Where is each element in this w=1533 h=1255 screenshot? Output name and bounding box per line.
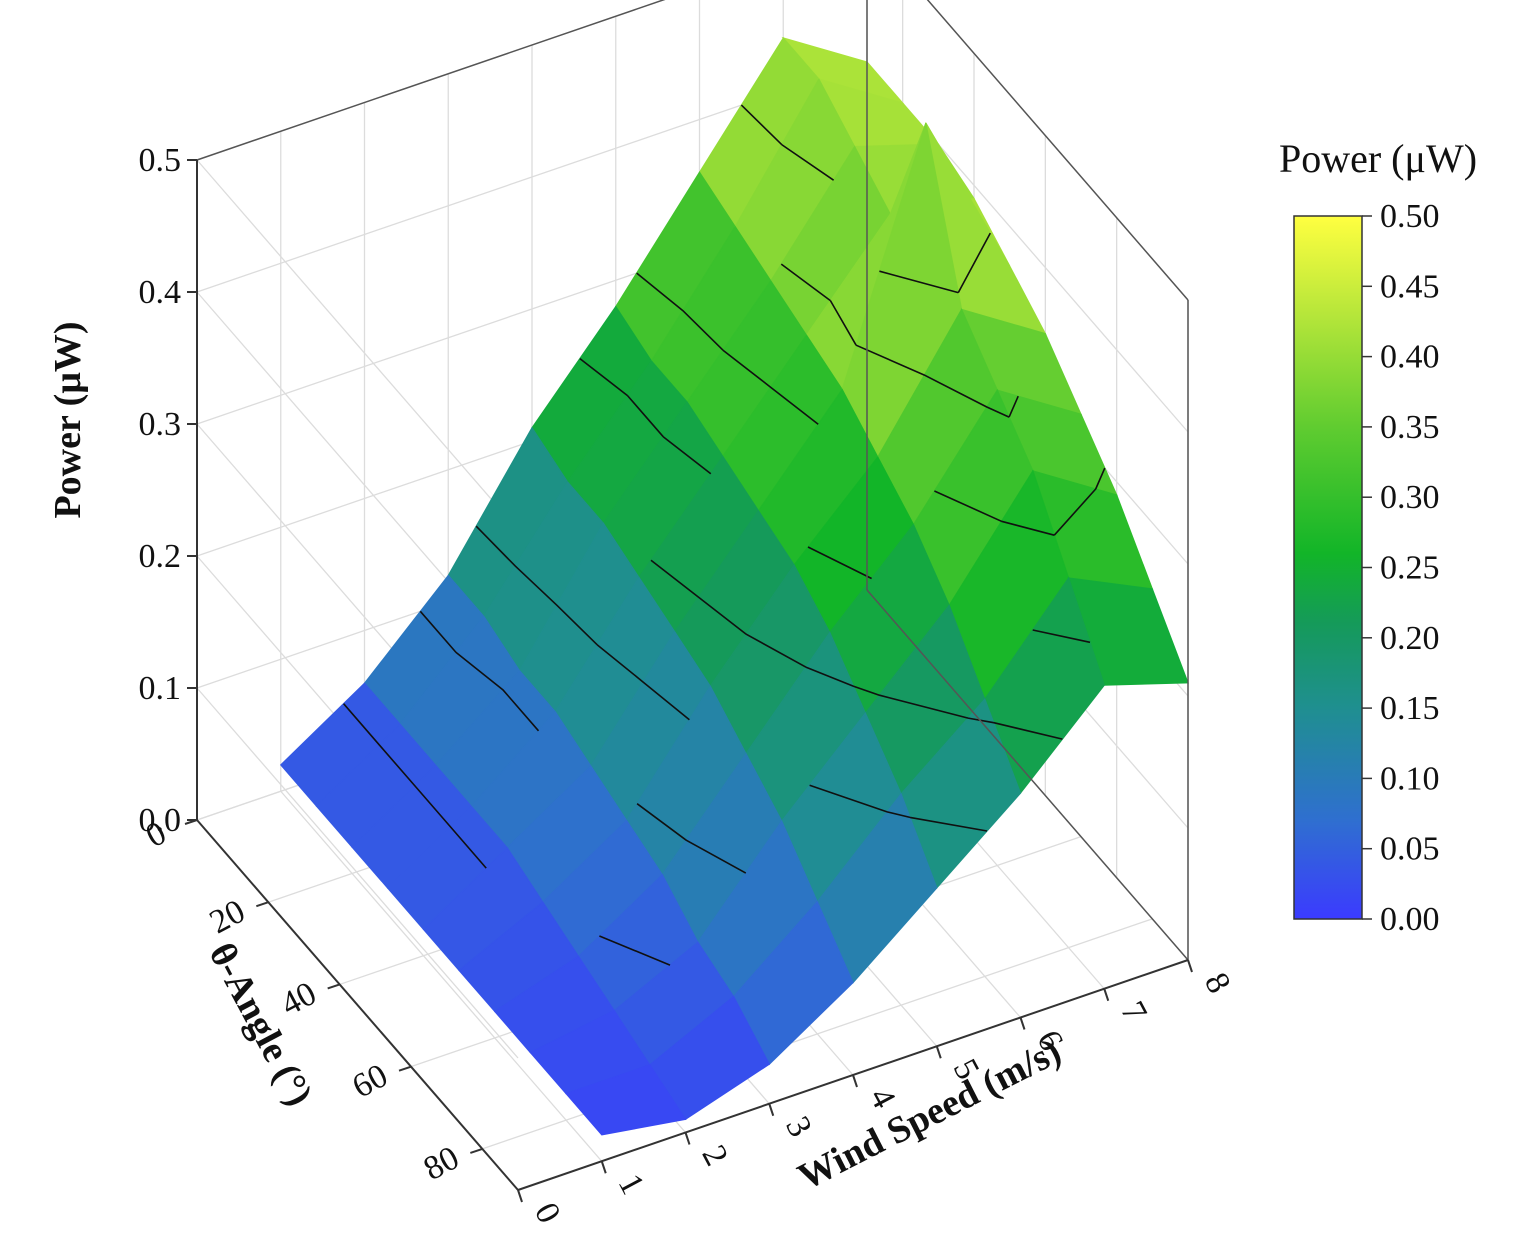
angle-tick-label: 40 — [275, 975, 322, 1024]
colorbar-gradient — [1293, 215, 1363, 920]
tick-mark — [684, 1132, 691, 1145]
contour-line — [342, 703, 671, 966]
power-axis-title: Power (μW) — [47, 321, 89, 518]
colorbar-tick-label: 0.05 — [1380, 831, 1440, 868]
wind-speed-tick-label: 7 — [1113, 996, 1154, 1028]
colorbar-tick-label: 0.25 — [1380, 550, 1440, 587]
tick-mark — [852, 1074, 858, 1088]
axis-frame — [196, 0, 1189, 1191]
angle-tick-label: 80 — [418, 1139, 465, 1188]
box-edge — [926, 0, 1189, 301]
surface-cell — [565, 1064, 687, 1136]
power-tick-label: 0.0 — [139, 802, 182, 839]
tick-mark — [470, 1147, 483, 1154]
grid-line — [196, 687, 519, 1059]
angle-tick-label: 20 — [204, 893, 251, 942]
tick-mark — [935, 1045, 942, 1059]
grid-line — [280, 790, 603, 1162]
tick-mark — [398, 1065, 412, 1072]
contour-line — [419, 610, 747, 874]
tick-mark — [600, 1160, 607, 1174]
tick-mark — [256, 901, 269, 908]
wind-speed-tick-label: 8 — [1197, 967, 1238, 999]
tick-mark — [517, 1189, 523, 1203]
wind-speed-tick-label: 0 — [527, 1197, 568, 1229]
power-axis-ticks: 0.0 0.1 0.2 0.3 0.4 0.5 — [139, 142, 197, 839]
wind-speed-tick-label: 1 — [611, 1168, 652, 1200]
contour-line — [636, 272, 1106, 536]
colorbar-tick-label: 0.15 — [1380, 690, 1440, 727]
tick-mark — [1103, 988, 1110, 1002]
colorbar: Power (μW) 0.000.050.100.150.200.250.300… — [1279, 136, 1477, 938]
power-tick-label: 0.3 — [139, 406, 182, 443]
colorbar-tick-label: 0.00 — [1380, 901, 1440, 938]
tick-mark — [327, 983, 340, 990]
power-tick-label: 0.2 — [139, 538, 182, 575]
axis-line — [196, 819, 519, 1191]
colorbar-title: Power (μW) — [1279, 136, 1477, 181]
contour-line — [780, 263, 1019, 418]
tick-mark — [1019, 1017, 1026, 1030]
power-tick-label: 0.5 — [139, 142, 182, 179]
angle-axis-title: θ-Angle (°) — [200, 936, 320, 1112]
colorbar-tick-label: 0.40 — [1380, 339, 1440, 376]
box-edge — [196, 0, 666, 161]
angle-tick-label: 60 — [346, 1057, 393, 1106]
power-tick-label: 0.1 — [139, 670, 182, 707]
tick-mark — [768, 1103, 775, 1117]
contour-line — [475, 525, 988, 832]
wind-speed-tick-label: 3 — [778, 1111, 819, 1143]
box-edge — [866, 589, 1189, 961]
colorbar-tick-label: 0.45 — [1380, 268, 1440, 305]
surface-plot — [279, 36, 1189, 1136]
colorbar-tick-label: 0.30 — [1380, 479, 1440, 516]
tick-mark — [1187, 959, 1193, 973]
contour-line — [740, 104, 992, 294]
power-tick-label: 0.4 — [139, 274, 182, 311]
wind-speed-axis-title: Wind Speed (m/s) — [791, 1030, 1067, 1198]
colorbar-tick-label: 0.50 — [1380, 198, 1440, 235]
tick-mark — [184, 819, 198, 825]
wind-speed-tick-label: 2 — [694, 1139, 735, 1171]
colorbar-ticks: 0.00 0.05 0.10 0.15 0.20 0.25 0.30 0.35 0.40 0.45… — [1362, 198, 1440, 938]
colorbar-tick-label: 0.20 — [1380, 620, 1440, 657]
grid-line — [196, 159, 519, 531]
colorbar-tick-label: 0.35 — [1380, 409, 1440, 446]
contour-line — [579, 357, 1091, 644]
colorbar-tick-label: 0.10 — [1380, 760, 1440, 797]
